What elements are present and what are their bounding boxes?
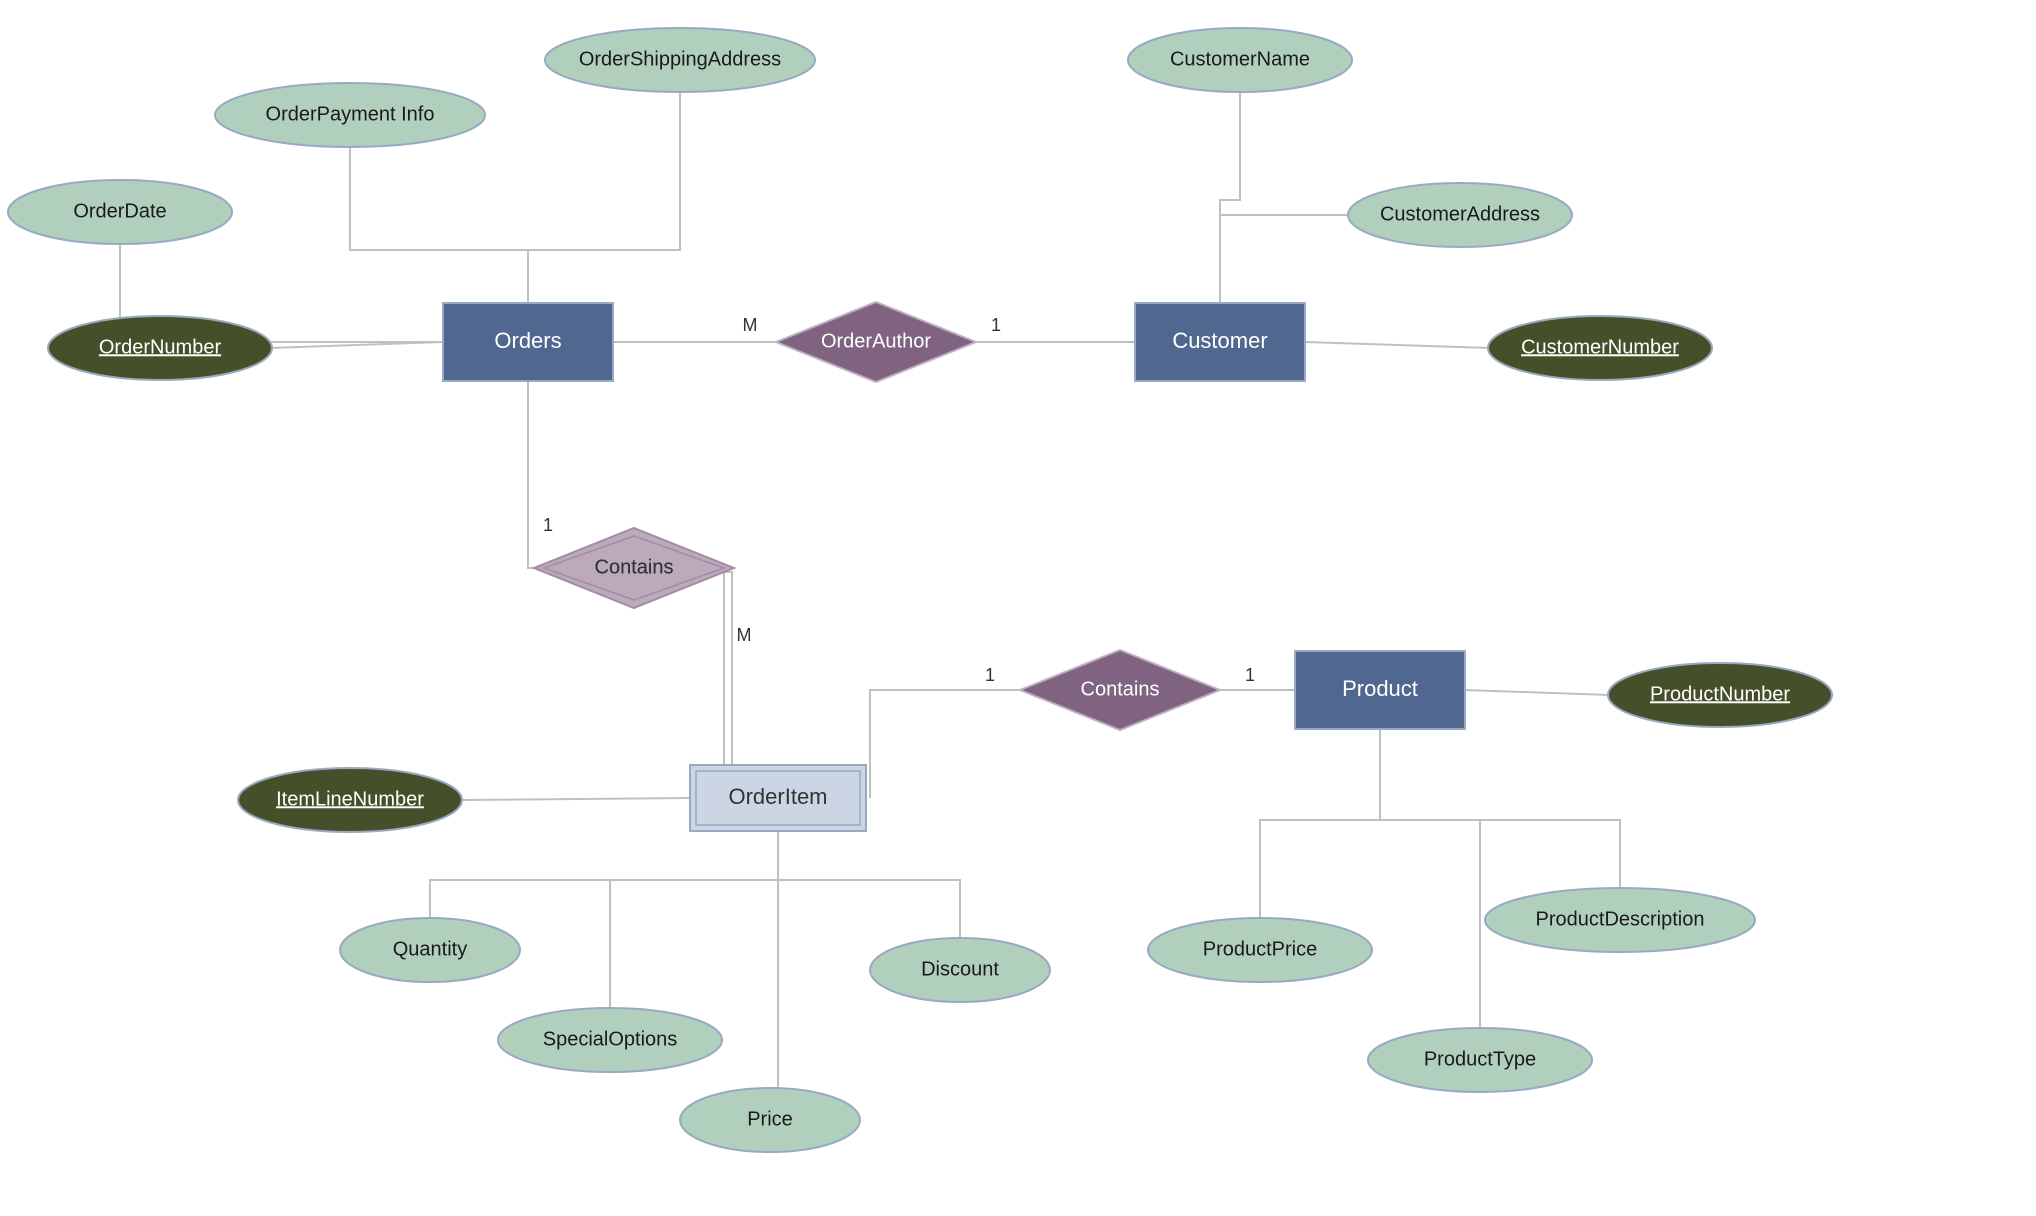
- attribute: ProductPrice: [1148, 918, 1372, 982]
- attribute: ProductDescription: [1485, 888, 1755, 952]
- svg-text:1: 1: [985, 665, 995, 685]
- svg-text:OrderDate: OrderDate: [73, 200, 166, 222]
- attribute: SpecialOptions: [498, 1008, 722, 1072]
- svg-text:OrderAuthor: OrderAuthor: [821, 330, 931, 352]
- svg-text:CustomerNumber: CustomerNumber: [1521, 336, 1679, 358]
- svg-text:Product: Product: [1342, 676, 1418, 701]
- attribute: OrderPayment Info: [215, 83, 485, 147]
- svg-text:Contains: Contains: [595, 556, 674, 578]
- entity-orderitem: OrderItem: [690, 765, 866, 831]
- svg-text:Orders: Orders: [494, 328, 561, 353]
- attribute: CustomerNumber: [1488, 316, 1712, 380]
- svg-text:1: 1: [1245, 665, 1255, 685]
- svg-text:Customer: Customer: [1172, 328, 1267, 353]
- svg-text:1: 1: [991, 315, 1001, 335]
- relationship-orderauthor: OrderAuthor: [776, 302, 976, 382]
- attribute: ProductType: [1368, 1028, 1592, 1092]
- svg-text:Quantity: Quantity: [393, 938, 467, 960]
- relationship-contains2: Contains: [1020, 650, 1220, 730]
- svg-text:ProductPrice: ProductPrice: [1203, 938, 1318, 960]
- er-diagram: OrderAuthor M 1 Contains 1 M Contains 1 1 Orders C…: [0, 0, 2036, 1216]
- svg-text:1: 1: [543, 515, 553, 535]
- svg-text:Price: Price: [747, 1108, 793, 1130]
- svg-text:ProductDescription: ProductDescription: [1536, 908, 1705, 930]
- shapes: OrderAuthor M 1 Contains 1 M Contains 1 1 Orders C…: [8, 28, 1832, 1152]
- svg-text:CustomerName: CustomerName: [1170, 48, 1310, 70]
- svg-text:Discount: Discount: [921, 958, 999, 980]
- attribute: CustomerAddress: [1348, 183, 1572, 247]
- entity-customer: Customer: [1135, 303, 1305, 381]
- svg-text:OrderItem: OrderItem: [728, 784, 827, 809]
- svg-text:OrderPayment Info: OrderPayment Info: [266, 103, 435, 125]
- svg-text:OrderNumber: OrderNumber: [99, 336, 222, 358]
- attribute: OrderDate: [8, 180, 232, 244]
- svg-text:M: M: [743, 315, 758, 335]
- svg-text:M: M: [737, 625, 752, 645]
- attribute: OrderNumber: [48, 316, 272, 380]
- svg-text:ProductType: ProductType: [1424, 1048, 1536, 1070]
- svg-text:CustomerAddress: CustomerAddress: [1380, 203, 1540, 225]
- attribute: CustomerName: [1128, 28, 1352, 92]
- attribute: Quantity: [340, 918, 520, 982]
- svg-text:SpecialOptions: SpecialOptions: [543, 1028, 678, 1050]
- entity-orders: Orders: [443, 303, 613, 381]
- attribute: ProductNumber: [1608, 663, 1832, 727]
- attribute: ItemLineNumber: [238, 768, 462, 832]
- attribute: OrderShippingAddress: [545, 28, 815, 92]
- attribute: Discount: [870, 938, 1050, 1002]
- svg-text:ItemLineNumber: ItemLineNumber: [276, 788, 424, 810]
- svg-text:Contains: Contains: [1081, 678, 1160, 700]
- attribute: Price: [680, 1088, 860, 1152]
- svg-text:ProductNumber: ProductNumber: [1650, 683, 1790, 705]
- svg-text:OrderShippingAddress: OrderShippingAddress: [579, 48, 781, 70]
- entity-product: Product: [1295, 651, 1465, 729]
